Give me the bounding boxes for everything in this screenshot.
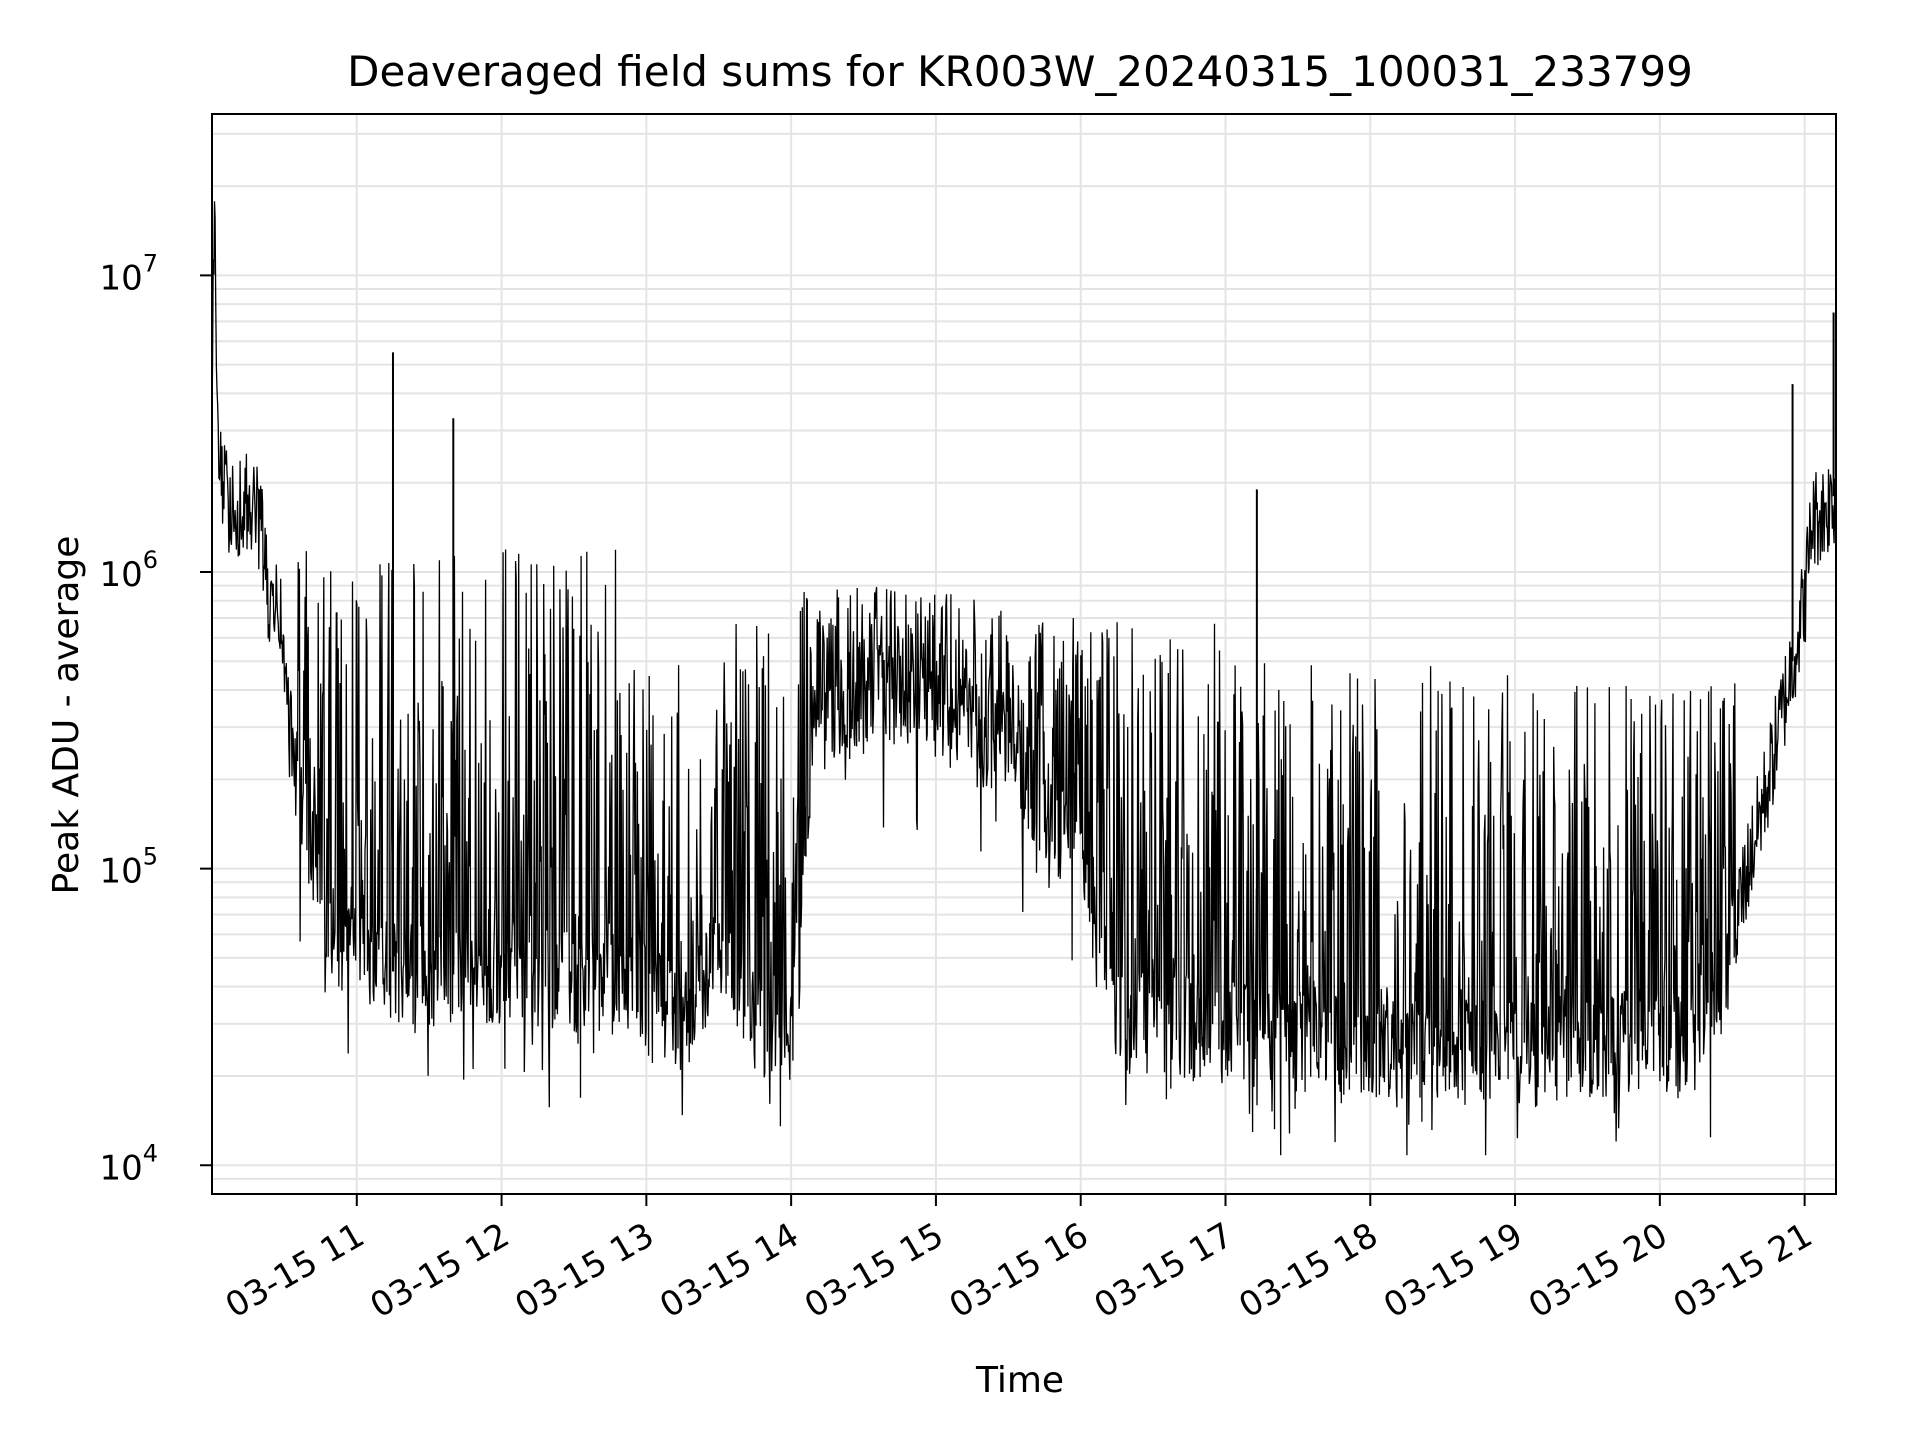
y-tick-label: 105	[99, 843, 158, 892]
y-tick-exponent: 5	[143, 843, 158, 871]
y-tick-exponent: 7	[143, 249, 158, 277]
y-axis-label: Peak ADU - average	[46, 536, 87, 895]
series-spikes	[391, 312, 1835, 1037]
plot-frame	[211, 113, 1837, 1195]
y-tick-base: 10	[99, 555, 142, 595]
x-axis-label: Time	[975, 1360, 1064, 1401]
series-line	[211, 201, 1837, 1156]
y-tick-base: 10	[99, 852, 142, 892]
y-tick-base: 10	[99, 1148, 142, 1188]
plot-area	[211, 113, 1837, 1195]
y-tick-label: 106	[99, 546, 158, 595]
y-tick-base: 10	[99, 258, 142, 298]
y-tick-label: 104	[99, 1139, 158, 1188]
chart-title: Deaveraged field sums for KR003W_2024031…	[347, 47, 1693, 96]
y-tick-exponent: 4	[143, 1139, 158, 1167]
y-tick-exponent: 6	[143, 546, 158, 574]
y-tick-label: 107	[99, 249, 158, 298]
